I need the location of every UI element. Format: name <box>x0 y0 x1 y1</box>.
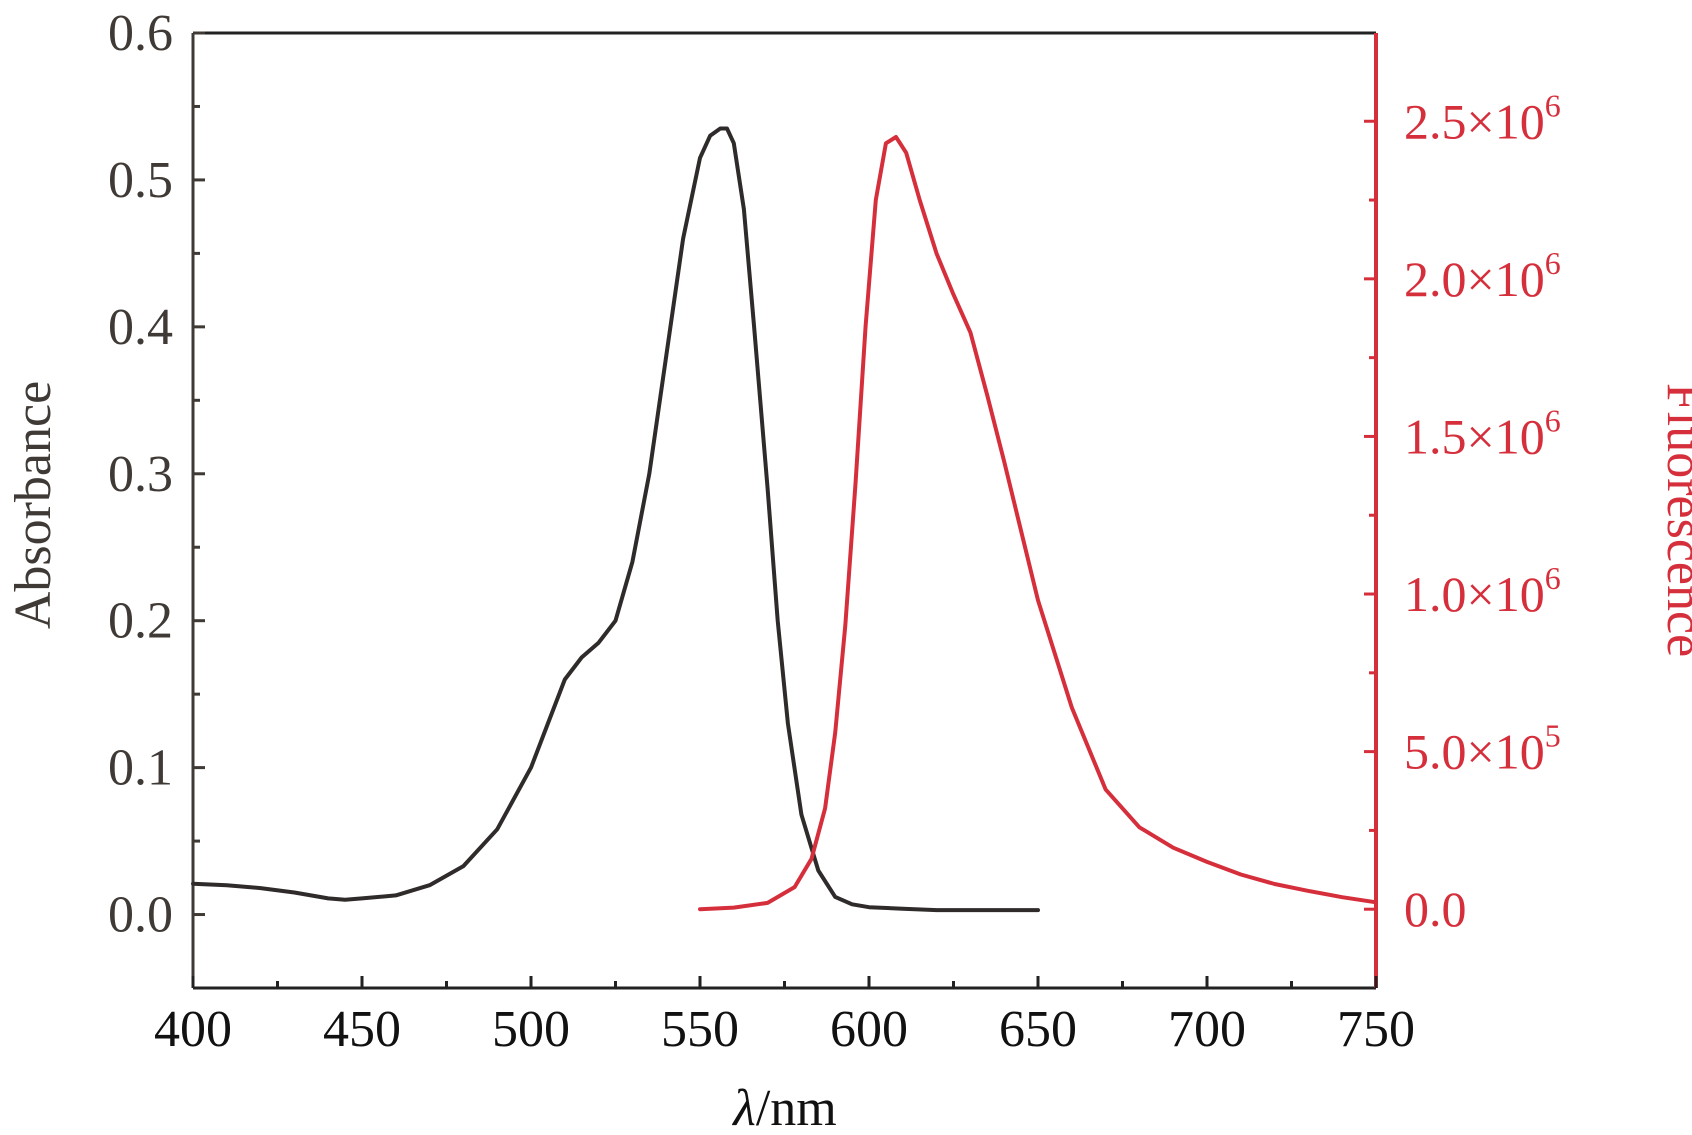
y2-tick-mantissa: 1.5×10 <box>1404 408 1545 464</box>
y2-tick-label: 1.5×106 <box>1404 402 1561 464</box>
axis-ticks <box>191 31 1378 988</box>
x-axis-title: λ/nm <box>731 1080 836 1135</box>
y2-tick-exponent: 5 <box>1545 718 1561 754</box>
plot-frame <box>191 31 1378 990</box>
y2-tick-label: 0.0 <box>1404 881 1467 937</box>
y-tick-label: 0.5 <box>108 152 173 209</box>
y2-tick-exponent: 6 <box>1545 87 1561 123</box>
x-axis-variable: λ <box>731 1080 756 1135</box>
y2-tick-mantissa: 5.0×10 <box>1404 724 1545 780</box>
y2-tick-label: 2.5×106 <box>1404 87 1561 149</box>
y-tick-label: 0.1 <box>108 740 173 797</box>
series-layer <box>191 126 1378 913</box>
y-tick-label: 0.2 <box>108 593 173 650</box>
y2-tick-mantissa: 0.0 <box>1404 881 1467 937</box>
x-tick-label: 650 <box>999 1001 1077 1058</box>
y2-axis-title: Fluorescence <box>1656 383 1692 657</box>
x-tick-label: 450 <box>323 1001 401 1058</box>
fluorescence-series-line <box>698 135 1378 912</box>
x-tick-label: 750 <box>1337 1001 1415 1058</box>
y2-tick-mantissa: 2.0×10 <box>1404 251 1545 307</box>
y2-tick-exponent: 6 <box>1545 402 1561 438</box>
y2-tick-exponent: 6 <box>1545 560 1561 596</box>
y2-tick-mantissa: 1.0×10 <box>1404 566 1545 622</box>
y-tick-label: 0.0 <box>108 887 173 944</box>
x-tick-label: 600 <box>830 1001 908 1058</box>
x-tick-label: 500 <box>492 1001 570 1058</box>
y2-tick-label: 5.0×105 <box>1404 718 1561 780</box>
y2-tick-label: 2.0×106 <box>1404 245 1561 307</box>
absorbance-series-line <box>191 126 1040 913</box>
y-axis-title: Absorbance <box>5 381 62 629</box>
tick-labels: 400 450 500 550 600 650 700 750 0.0 0.1 0.2 0.3 0.4 0… <box>108 5 1561 1058</box>
x-tick-label: 550 <box>661 1001 739 1058</box>
y-tick-label: 0.4 <box>108 299 173 356</box>
x-tick-label: 700 <box>1168 1001 1246 1058</box>
x-tick-label: 400 <box>154 1001 232 1058</box>
y2-tick-mantissa: 2.5×10 <box>1404 93 1545 149</box>
y2-tick-label: 1.0×106 <box>1404 560 1561 622</box>
y-tick-label: 0.6 <box>108 5 173 62</box>
y2-tick-exponent: 6 <box>1545 245 1561 281</box>
y-tick-label: 0.3 <box>108 446 173 503</box>
x-axis-unit: /nm <box>756 1080 837 1135</box>
